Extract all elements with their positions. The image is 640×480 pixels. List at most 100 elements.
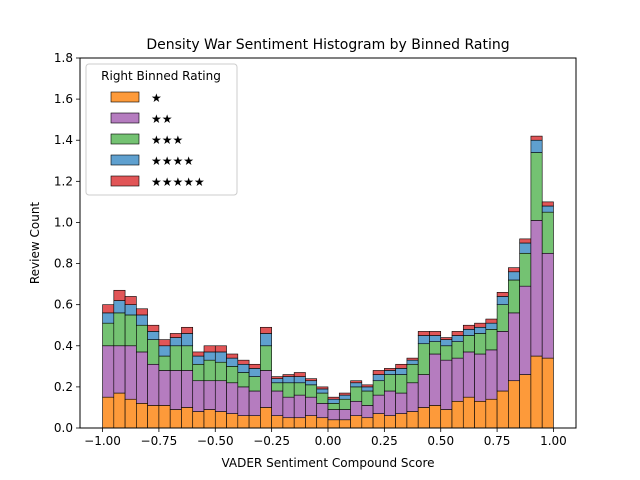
bar-bin-36-series-2 [508, 279, 520, 314]
bar-bin-4-series-3 [147, 331, 160, 340]
bar-bin-12-series-1 [237, 386, 250, 416]
bar-bin-32-series-4 [462, 324, 475, 330]
bar-bin-35-series-2 [496, 304, 509, 332]
bar-bin-8-series-3 [192, 355, 205, 365]
bar-bin-22-series-0 [350, 415, 363, 429]
bar-bin-15-series-1 [271, 390, 284, 416]
bar-bin-29-series-1 [429, 353, 442, 406]
bar-bin-2-series-1 [124, 345, 137, 400]
bar-bin-23-series-0 [361, 417, 374, 429]
bar-bin-30-series-2 [440, 345, 453, 361]
bar-bin-9-series-0 [203, 409, 216, 429]
bar-bin-1-series-4 [113, 289, 126, 301]
bar-bin-14-series-4 [260, 326, 272, 334]
y-tick-label: 0.2 [54, 380, 73, 394]
y-tick-label: 0.0 [54, 421, 73, 435]
bar-bin-22-series-4 [350, 380, 363, 384]
bar-bin-0-series-3 [102, 312, 115, 324]
bar-bin-37-series-2 [519, 252, 532, 287]
bar-bin-0-series-4 [102, 304, 115, 314]
bar-bin-6-series-0 [169, 409, 182, 429]
bar-bin-37-series-0 [519, 374, 532, 429]
bar-bin-14-series-1 [260, 370, 272, 408]
bar-bin-10-series-4 [214, 345, 227, 353]
bar-bin-35-series-0 [496, 390, 509, 429]
bar-bin-31-series-2 [451, 341, 464, 359]
bar-bin-12-series-0 [237, 415, 250, 429]
bar-bin-22-series-1 [350, 400, 363, 416]
legend-label-4: ★★★★ [151, 154, 194, 168]
bar-bin-24-series-1 [372, 394, 385, 414]
bar-bin-7-series-1 [181, 370, 194, 408]
x-tick-label: 0.25 [371, 434, 398, 448]
bar-bin-3-series-0 [136, 403, 148, 429]
bar-bin-0-series-1 [102, 345, 115, 398]
bar-bin-38-series-2 [530, 152, 543, 221]
bar-bin-28-series-0 [417, 407, 430, 429]
bar-bin-28-series-2 [417, 343, 430, 375]
bar-bin-27-series-0 [406, 411, 419, 429]
legend-swatch-3 [110, 133, 140, 145]
bar-bin-6-series-2 [169, 345, 182, 371]
bar-bin-20-series-2 [327, 403, 340, 410]
legend-label-2: ★★ [151, 112, 173, 126]
bar-bin-15-series-0 [271, 415, 284, 429]
bar-bin-24-series-4 [372, 370, 385, 375]
bar-bin-5-series-0 [158, 405, 171, 429]
y-tick-label: 1.4 [54, 133, 73, 147]
bar-bin-8-series-0 [192, 411, 205, 429]
bar-bin-28-series-3 [417, 335, 430, 345]
bar-bin-1-series-3 [113, 300, 126, 314]
y-tick-label: 0.6 [54, 298, 73, 312]
bar-bin-39-series-2 [541, 211, 554, 254]
bar-bin-39-series-1 [541, 252, 554, 359]
bar-bin-13-series-0 [248, 415, 261, 429]
bar-bin-11-series-1 [226, 382, 239, 414]
bar-bin-13-series-1 [248, 390, 261, 416]
bar-bin-13-series-4 [248, 363, 261, 369]
bar-bin-29-series-3 [429, 335, 442, 342]
bar-bin-23-series-1 [361, 405, 374, 419]
bar-bin-12-series-4 [237, 359, 250, 365]
x-tick-label: 0.75 [484, 434, 511, 448]
bar-bin-16-series-3 [282, 376, 295, 384]
bar-bin-6-series-3 [169, 337, 182, 347]
x-axis-ticks: −1.00 −0.75 −0.50 −0.25 0.00 0.25 0.50 0.75 1.00 [84, 428, 567, 448]
bar-bin-5-series-3 [158, 345, 171, 357]
bar-bin-10-series-1 [214, 380, 227, 412]
bar-bin-35-series-1 [496, 331, 509, 392]
bar-bin-16-series-0 [282, 417, 295, 429]
bar-bin-17-series-2 [293, 382, 306, 396]
bar-bin-14-series-2 [260, 345, 272, 371]
y-tick-label: 1.2 [54, 174, 73, 188]
x-tick-label: 0.00 [315, 434, 342, 448]
bar-bin-5-series-2 [158, 355, 171, 371]
x-tick-label: −1.00 [84, 434, 121, 448]
bar-bin-23-series-3 [361, 386, 374, 392]
bar-bin-1-series-2 [113, 312, 126, 347]
bar-bin-30-series-0 [440, 409, 453, 429]
bar-bin-10-series-0 [214, 411, 227, 429]
bar-bin-33-series-1 [474, 353, 487, 402]
x-tick-label: −0.25 [253, 434, 290, 448]
bar-bin-34-series-4 [485, 318, 498, 324]
bar-bin-16-series-2 [282, 382, 295, 398]
bar-bin-29-series-2 [429, 341, 442, 355]
bar-bin-20-series-3 [327, 398, 340, 404]
bar-bin-2-series-2 [124, 314, 137, 347]
bar-bin-4-series-4 [147, 324, 160, 332]
bar-bin-7-series-3 [181, 333, 194, 347]
bar-bin-36-series-0 [508, 380, 520, 429]
bar-bin-35-series-4 [496, 292, 509, 297]
bar-bin-33-series-4 [474, 322, 487, 328]
y-tick-label: 1.8 [54, 51, 73, 65]
bar-bin-26-series-1 [395, 392, 408, 414]
bar-bin-4-series-1 [147, 363, 160, 406]
bar-bin-24-series-0 [372, 413, 385, 429]
bar-bin-2-series-3 [124, 304, 137, 316]
bar-bin-10-series-3 [214, 351, 227, 363]
bar-bin-4-series-2 [147, 339, 160, 365]
bar-bin-8-series-2 [192, 363, 205, 382]
bar-bin-14-series-3 [260, 333, 272, 347]
bar-bin-2-series-0 [124, 398, 137, 429]
